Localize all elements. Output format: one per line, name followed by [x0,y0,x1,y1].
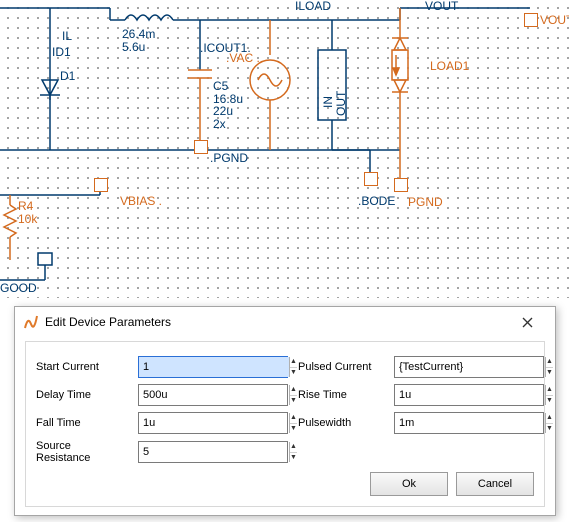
schematic-svg [0,0,569,298]
spin-down-icon[interactable]: ▼ [290,396,297,406]
spin-up-icon[interactable]: ▲ [546,385,553,396]
label-iload: ILOAD [295,0,331,13]
spin-up-icon[interactable]: ▲ [546,357,553,368]
label-pgnd1: .PGND [210,152,248,165]
label-vout-port: VOUT [540,14,569,27]
input-pulsewidth-field[interactable] [395,413,545,433]
label-delay-time: Delay Time [36,389,128,401]
label-pulsewidth: Pulsewidth [298,417,384,429]
label-c5: C5 16.8u 22u 2x [213,80,243,130]
spin-up-icon[interactable]: ▲ [290,357,297,368]
input-pulsewidth[interactable]: ▲▼ [394,412,544,434]
label-fall-time: Fall Time [36,417,128,429]
spin-up-icon[interactable]: ▲ [290,413,297,424]
spin-down-icon[interactable]: ▼ [290,453,297,463]
label-rise-time: Rise Time [298,389,384,401]
spin-up-icon[interactable]: ▲ [546,413,553,424]
ok-button[interactable]: Ok [370,472,448,496]
label-pulsed-current: Pulsed Current [298,361,384,373]
label-vout-top: VOUT [425,0,458,13]
input-start-current-field[interactable] [139,357,289,377]
label-vac: .VAC . [226,52,260,65]
close-icon [522,317,533,328]
app-icon [23,314,39,330]
label-load1: LOAD1 [430,60,469,73]
input-source-resistance[interactable]: ▲▼ [138,441,288,463]
label-vbias: VBIAS . [120,195,162,208]
input-pulsed-current[interactable]: ▲▼ [394,356,544,378]
label-pgnd2: PGND [408,196,443,209]
dialog-title: Edit Device Parameters [45,315,507,329]
spin-down-icon[interactable]: ▼ [290,424,297,434]
edit-device-parameters-dialog: Edit Device Parameters Start Current ▲▼ … [14,306,556,516]
cancel-button[interactable]: Cancel [456,472,534,496]
close-button[interactable] [507,309,547,335]
label-id1: ID1 [52,46,71,59]
label-in: IN [322,96,335,108]
label-source-resistance: Source Resistance [36,440,128,464]
input-fall-time-field[interactable] [139,413,289,433]
input-pulsed-current-field[interactable] [395,357,545,377]
spin-up-icon[interactable]: ▲ [290,442,297,453]
input-rise-time[interactable]: ▲▼ [394,384,544,406]
input-start-current[interactable]: ▲▼ [138,356,288,378]
label-bode: .BODE [358,195,395,208]
input-fall-time[interactable]: ▲▼ [138,412,288,434]
label-start-current: Start Current [36,361,128,373]
port-vbias[interactable] [94,178,108,192]
port-vout[interactable] [524,13,538,27]
input-delay-time-field[interactable] [139,385,289,405]
label-out: OUT [335,91,348,116]
input-rise-time-field[interactable] [395,385,545,405]
label-inductor-val: 26.4m 5.6u [122,28,155,53]
spin-down-icon[interactable]: ▼ [290,368,297,378]
input-source-resistance-field[interactable] [139,442,289,462]
dialog-titlebar[interactable]: Edit Device Parameters [15,307,555,337]
port-pgnd1[interactable] [194,140,208,154]
port-pgnd2[interactable] [394,178,408,192]
spin-down-icon[interactable]: ▼ [546,368,553,378]
label-il: IL [62,30,72,43]
input-delay-time[interactable]: ▲▼ [138,384,288,406]
label-r4: R4 10k [18,200,37,225]
spin-down-icon[interactable]: ▼ [546,424,553,434]
label-d1: D1 [60,70,75,83]
port-bode[interactable] [364,172,378,186]
parameters-fieldset: Start Current ▲▼ Pulsed Current ▲▼ Delay… [25,341,545,507]
spin-down-icon[interactable]: ▼ [546,396,553,406]
label-good: GOOD [0,282,37,295]
schematic-canvas: ILOAD VOUT VOUT IL ID1 D1 26.4m 5.6u .IC… [0,0,569,298]
spin-up-icon[interactable]: ▲ [290,385,297,396]
